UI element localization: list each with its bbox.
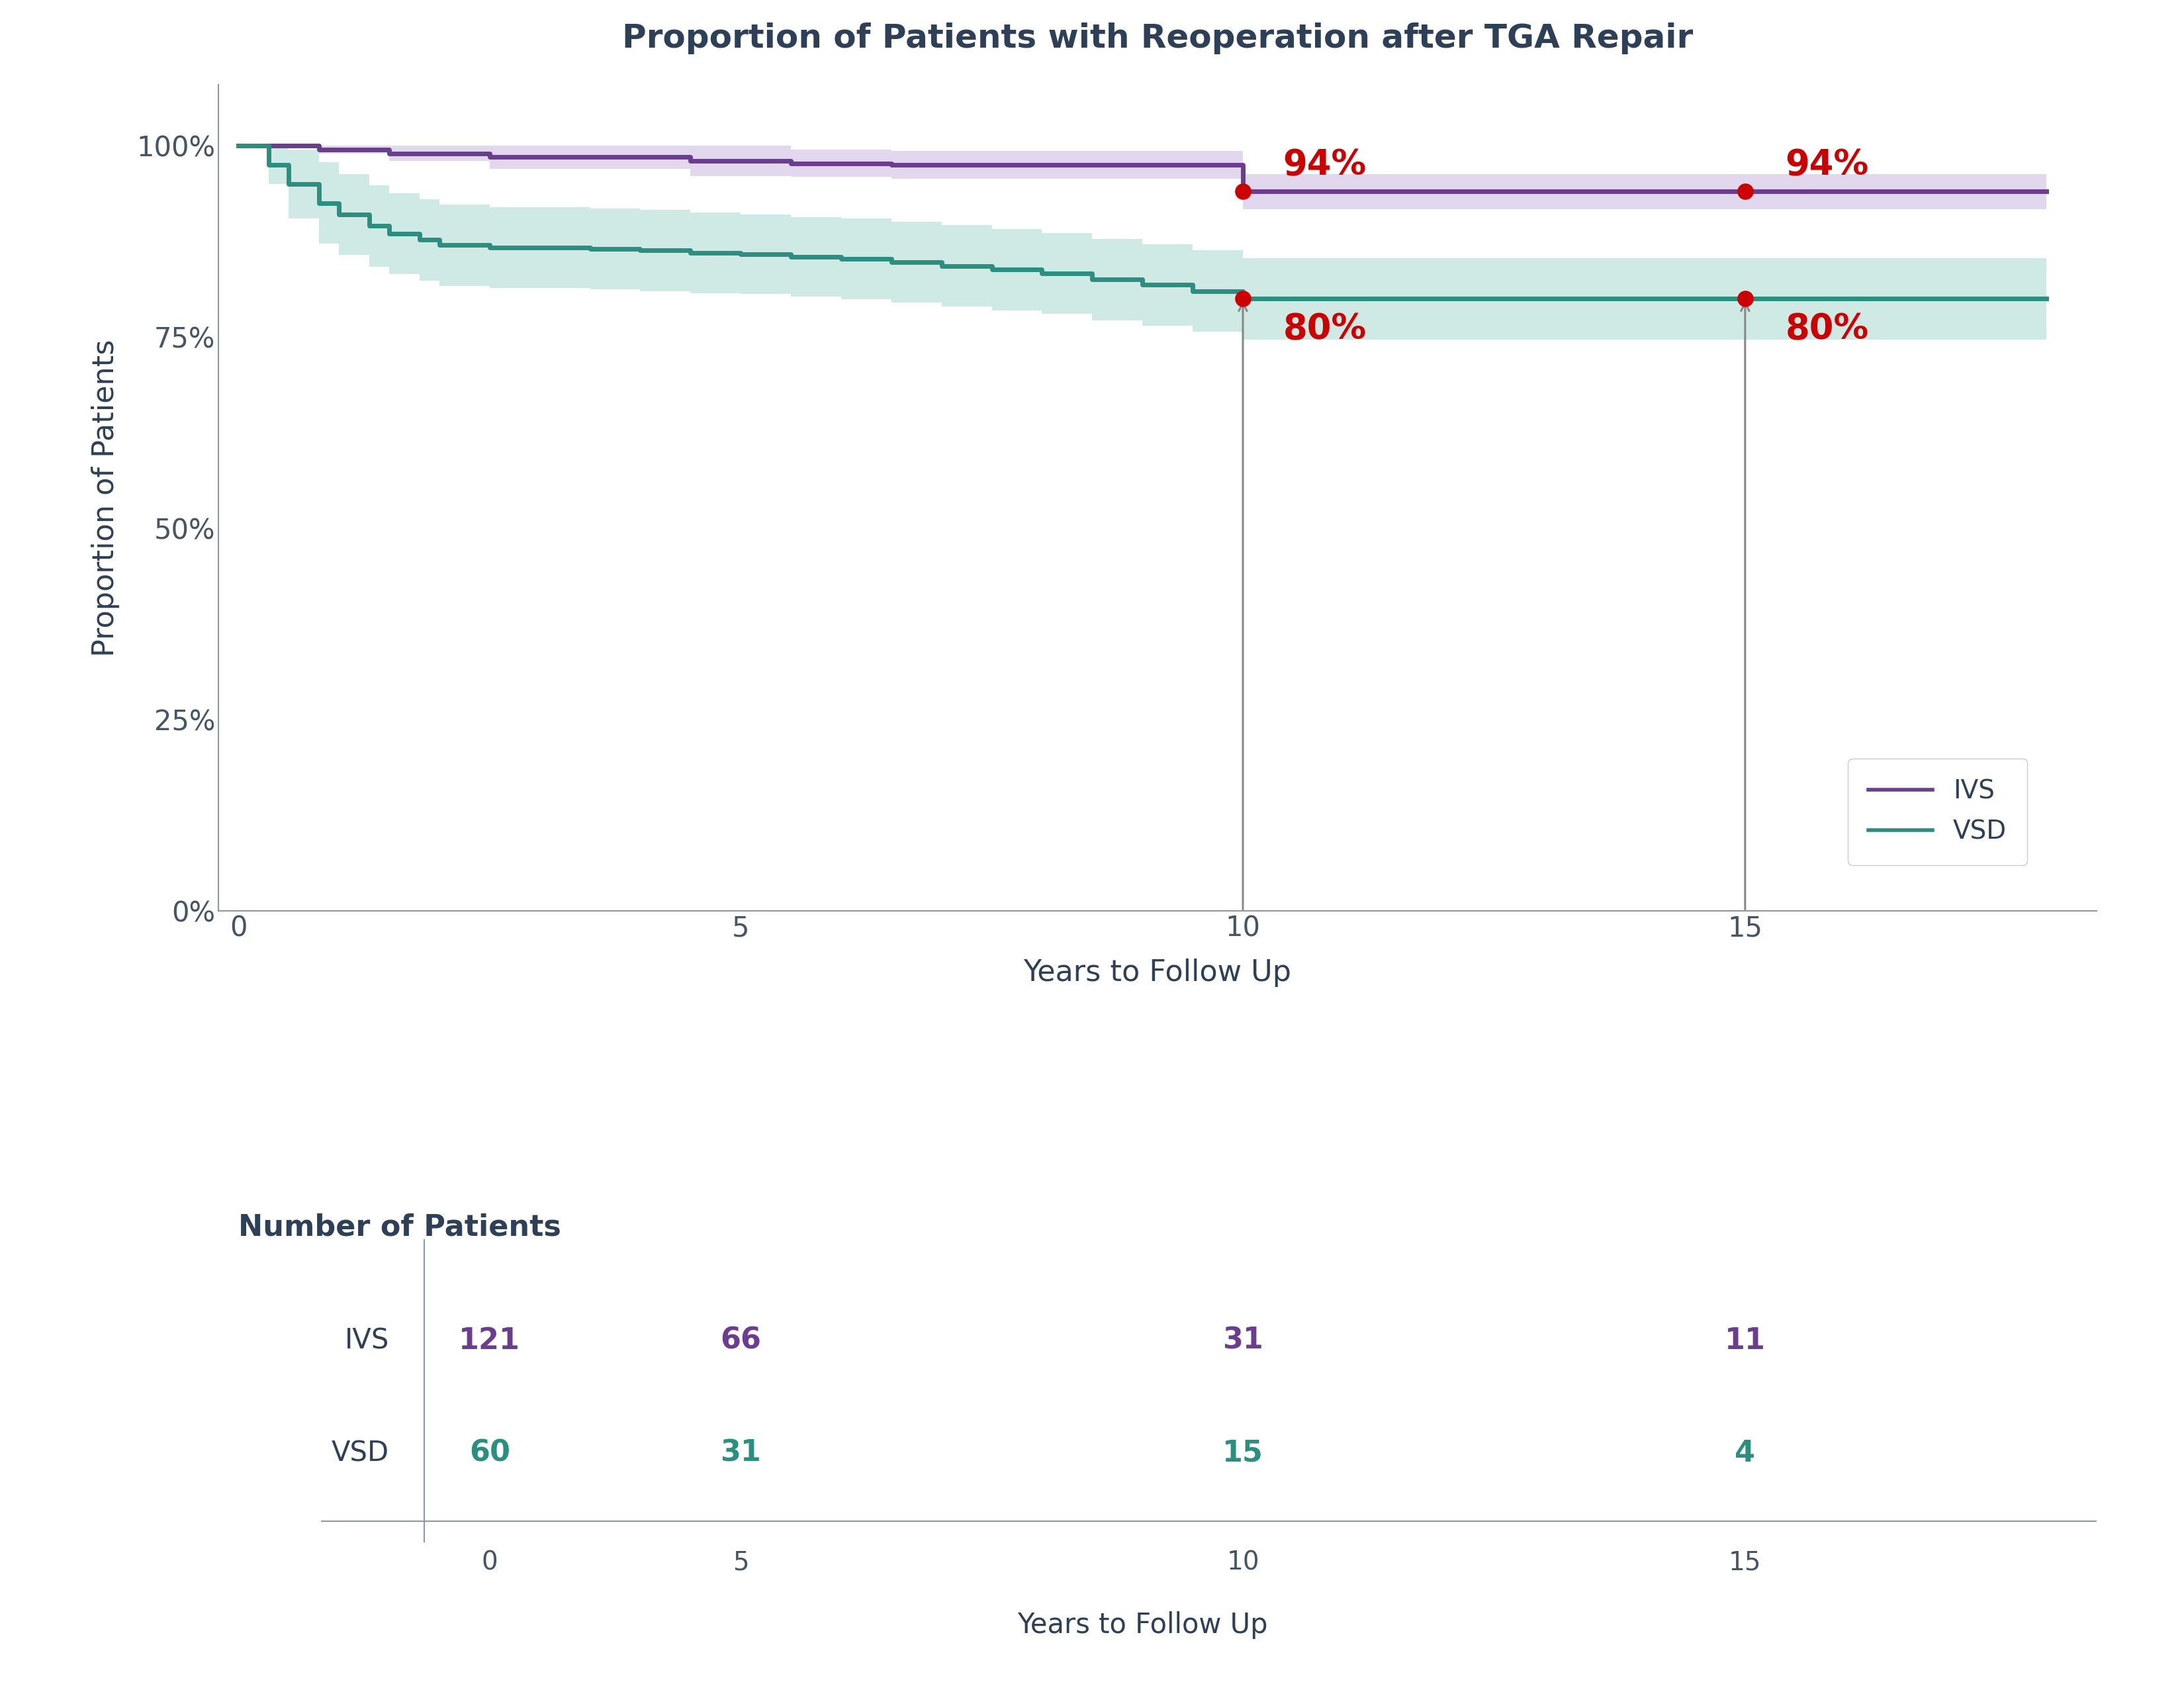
Text: 31: 31: [721, 1440, 762, 1467]
Point: [1225, 285, 1260, 312]
Text: 121: 121: [459, 1327, 520, 1355]
Text: 80%: 80%: [1784, 312, 1870, 346]
Legend: IVS, VSD: IVS, VSD: [1848, 758, 2027, 866]
Text: 94%: 94%: [1282, 147, 1367, 182]
Text: IVS: IVS: [345, 1327, 389, 1354]
Text: 0: 0: [480, 1550, 498, 1575]
Text: 31: 31: [1223, 1327, 1262, 1355]
Text: 66: 66: [721, 1327, 762, 1355]
Point: [1728, 177, 1762, 204]
Point: [1225, 177, 1260, 204]
Text: 5: 5: [732, 1550, 749, 1575]
Text: 15: 15: [1223, 1440, 1262, 1467]
Text: 10: 10: [1227, 1550, 1260, 1575]
Title: Proportion of Patients with Reoperation after TGA Repair: Proportion of Patients with Reoperation …: [622, 22, 1693, 54]
Text: 15: 15: [1730, 1550, 1762, 1575]
Text: 60: 60: [470, 1440, 511, 1467]
X-axis label: Years to Follow Up: Years to Follow Up: [1024, 959, 1291, 987]
Text: 80%: 80%: [1282, 312, 1367, 346]
Text: Number of Patients: Number of Patients: [238, 1212, 561, 1241]
Text: VSD: VSD: [332, 1440, 389, 1467]
Point: [1728, 285, 1762, 312]
Y-axis label: Proportion of Patients: Proportion of Patients: [92, 339, 120, 657]
Text: 11: 11: [1725, 1327, 1765, 1355]
Text: 94%: 94%: [1784, 147, 1870, 182]
Text: Years to Follow Up: Years to Follow Up: [1018, 1610, 1267, 1639]
Text: 4: 4: [1734, 1440, 1756, 1467]
